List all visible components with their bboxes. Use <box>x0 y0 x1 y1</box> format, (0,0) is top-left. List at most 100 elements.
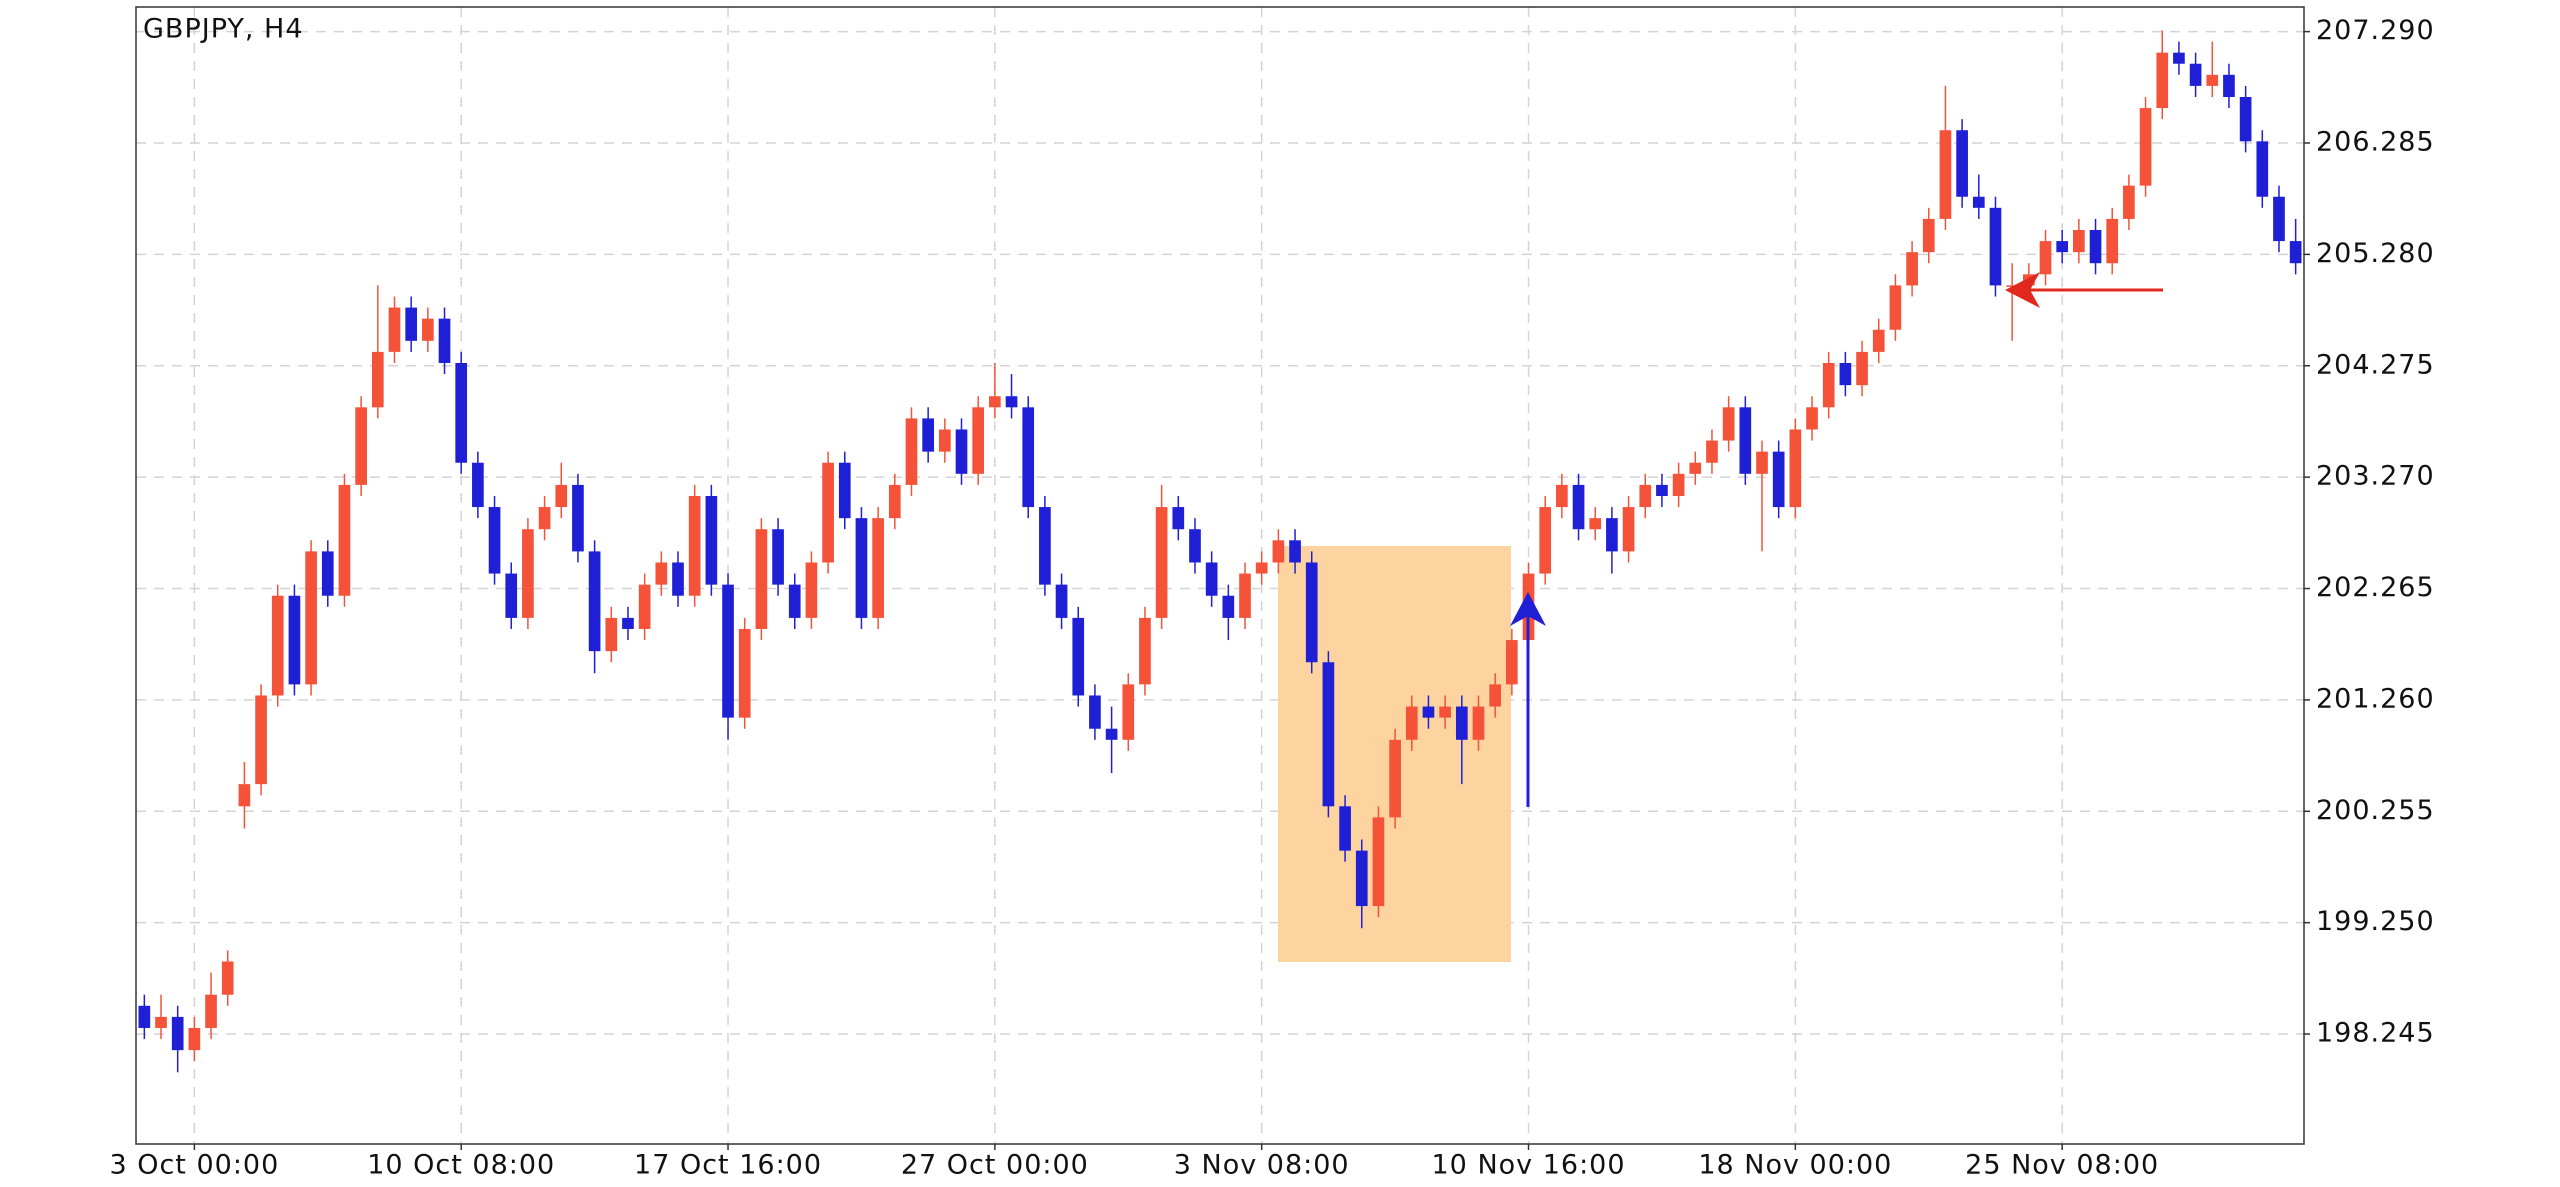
candle-body <box>738 628 751 718</box>
candle-body <box>1656 484 1668 496</box>
candle-body <box>1472 706 1485 740</box>
candle-body <box>2106 218 2119 264</box>
candle-body <box>1139 617 1151 685</box>
candle-body <box>755 529 768 629</box>
x-tick-label: 10 Nov 16:00 <box>1432 1150 1626 1181</box>
candle-body <box>955 429 968 474</box>
candle-body <box>1439 706 1451 718</box>
left-arrow <box>2005 272 2163 308</box>
candle-body <box>472 462 484 508</box>
candle-body <box>1556 484 1568 508</box>
candle-body <box>555 484 568 508</box>
candle-body <box>838 462 851 519</box>
candle-body <box>588 551 601 652</box>
candle-body <box>538 507 551 530</box>
y-tick-label: 205.280 <box>2316 238 2435 269</box>
candle-body <box>888 484 901 519</box>
candle-body <box>2173 52 2185 64</box>
candle-body <box>1355 850 1368 907</box>
candle-body <box>1389 739 1401 818</box>
candle-body <box>1272 540 1285 563</box>
y-tick-label: 199.250 <box>2316 906 2435 937</box>
candle-body <box>622 617 634 629</box>
candle-body <box>1255 562 1268 574</box>
candle-body <box>455 362 468 463</box>
candle-body <box>271 595 284 696</box>
candle-body <box>2156 52 2169 109</box>
candle-body <box>405 307 418 341</box>
candle-body <box>1055 584 1068 618</box>
candle-body <box>688 495 701 596</box>
y-tick-label: 207.290 <box>2316 15 2435 46</box>
y-tick-label: 204.275 <box>2316 349 2435 380</box>
x-tick-label: 25 Nov 08:00 <box>1965 1150 2159 1181</box>
candle-body <box>1789 429 1802 508</box>
candle-body <box>288 595 301 685</box>
candle-body <box>1305 562 1318 663</box>
x-tick-label: 3 Nov 08:00 <box>1174 1150 1350 1181</box>
candle-body <box>138 1005 151 1028</box>
x-tick-label: 18 Nov 00:00 <box>1698 1150 1892 1181</box>
candle-body <box>972 407 985 474</box>
candle-body <box>1989 207 2002 286</box>
candle-body <box>338 484 351 596</box>
candle-body <box>388 307 401 352</box>
candle-body <box>788 584 801 618</box>
candle-body <box>305 551 317 685</box>
y-tick-label: 203.270 <box>2316 461 2435 492</box>
candle-body <box>1639 484 1652 508</box>
candle-body <box>655 562 668 585</box>
candle-body <box>805 562 818 618</box>
candle-body <box>155 1016 167 1028</box>
x-tick-label: 17 Oct 16:00 <box>634 1150 822 1181</box>
candle-body <box>1872 329 1885 352</box>
candle-body <box>522 529 534 618</box>
candle-body <box>188 1027 201 1051</box>
candle-body <box>1739 407 1752 474</box>
candle-body <box>1889 285 1902 330</box>
candle-body <box>1606 518 1618 552</box>
candle-body <box>2123 185 2135 219</box>
candle-body <box>705 495 718 585</box>
candle-body <box>1405 706 1418 740</box>
grid <box>136 7 2304 1144</box>
candle-body <box>1372 817 1385 907</box>
candle-body <box>1722 407 1735 441</box>
y-tick-label: 206.285 <box>2316 126 2435 157</box>
candle-body <box>2256 141 2269 197</box>
candle-body <box>205 994 217 1028</box>
x-tick-label: 10 Oct 08:00 <box>367 1150 555 1181</box>
candle-body <box>855 518 868 618</box>
candle-body <box>505 573 518 618</box>
candle-body <box>938 429 951 452</box>
candle-body <box>1822 362 1835 408</box>
y-tick-label: 198.245 <box>2316 1018 2435 1049</box>
chart-title: GBPJPY, H4 <box>143 14 304 45</box>
arrow-head <box>1510 592 1546 626</box>
candle-body <box>1906 252 1918 286</box>
candle-body <box>1155 507 1168 618</box>
candle-body <box>1222 595 1235 618</box>
candle-body <box>1489 684 1502 707</box>
candle-body <box>422 318 434 341</box>
candle-body <box>1622 507 1635 552</box>
candle-body <box>1939 130 1952 219</box>
candle-body <box>371 351 384 408</box>
candle-body <box>2239 96 2252 142</box>
candle-body <box>321 551 334 596</box>
candle-body <box>1806 407 1818 430</box>
candle-body <box>1022 407 1035 508</box>
candle-body <box>2056 241 2069 253</box>
candle-body <box>1122 684 1135 740</box>
candle-body <box>488 507 501 574</box>
candle-body <box>2273 196 2285 242</box>
candle-body <box>255 695 267 785</box>
candle-body <box>1589 518 1602 530</box>
candle-body <box>2089 229 2102 264</box>
candle-body <box>1572 484 1585 530</box>
candle-body <box>1239 573 1251 618</box>
candle-body <box>2289 241 2302 264</box>
candle-body <box>1289 540 1301 563</box>
candle-body <box>672 562 684 596</box>
